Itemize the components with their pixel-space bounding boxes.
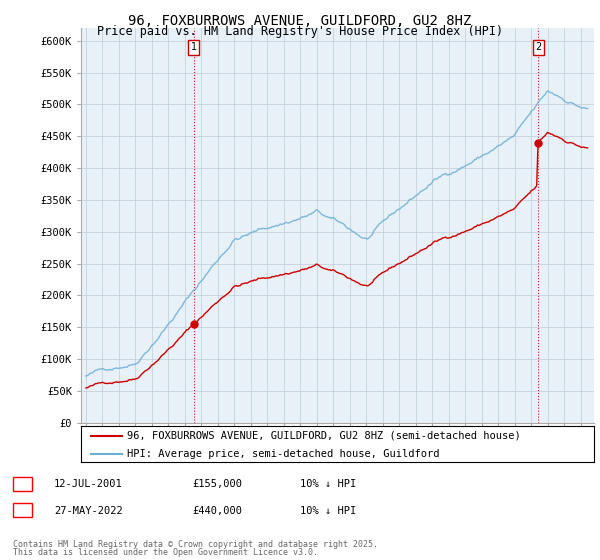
Text: 10% ↓ HPI: 10% ↓ HPI bbox=[300, 506, 356, 516]
Text: 1: 1 bbox=[20, 479, 26, 489]
Text: 12-JUL-2001: 12-JUL-2001 bbox=[54, 479, 123, 489]
Text: Contains HM Land Registry data © Crown copyright and database right 2025.: Contains HM Land Registry data © Crown c… bbox=[13, 540, 378, 549]
Text: 2: 2 bbox=[20, 506, 26, 516]
Text: HPI: Average price, semi-detached house, Guildford: HPI: Average price, semi-detached house,… bbox=[127, 449, 440, 459]
Text: Price paid vs. HM Land Registry's House Price Index (HPI): Price paid vs. HM Land Registry's House … bbox=[97, 25, 503, 38]
Text: 10% ↓ HPI: 10% ↓ HPI bbox=[300, 479, 356, 489]
Text: £155,000: £155,000 bbox=[192, 479, 242, 489]
Text: 2: 2 bbox=[535, 42, 541, 52]
Text: This data is licensed under the Open Government Licence v3.0.: This data is licensed under the Open Gov… bbox=[13, 548, 318, 557]
Text: 96, FOXBURROWS AVENUE, GUILDFORD, GU2 8HZ: 96, FOXBURROWS AVENUE, GUILDFORD, GU2 8H… bbox=[128, 14, 472, 28]
Text: 27-MAY-2022: 27-MAY-2022 bbox=[54, 506, 123, 516]
Text: 1: 1 bbox=[191, 42, 197, 52]
Text: 96, FOXBURROWS AVENUE, GUILDFORD, GU2 8HZ (semi-detached house): 96, FOXBURROWS AVENUE, GUILDFORD, GU2 8H… bbox=[127, 431, 521, 441]
Text: £440,000: £440,000 bbox=[192, 506, 242, 516]
